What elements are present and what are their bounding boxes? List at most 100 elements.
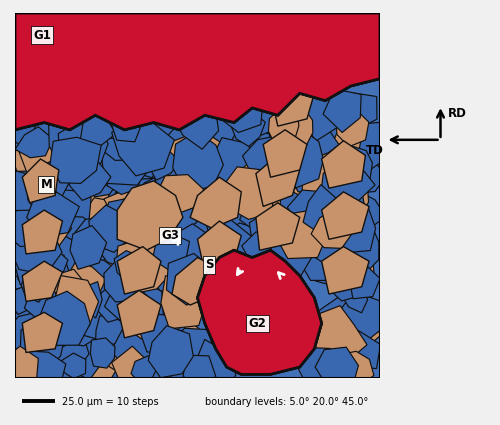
Polygon shape: [130, 228, 173, 270]
Polygon shape: [322, 192, 369, 239]
Polygon shape: [185, 151, 226, 201]
Polygon shape: [52, 105, 98, 150]
Polygon shape: [341, 221, 379, 275]
Polygon shape: [194, 178, 236, 217]
Polygon shape: [38, 339, 64, 366]
Polygon shape: [75, 217, 106, 246]
Polygon shape: [263, 233, 294, 263]
Polygon shape: [22, 312, 62, 352]
Polygon shape: [220, 182, 266, 241]
Polygon shape: [41, 326, 89, 370]
Polygon shape: [152, 235, 190, 272]
Polygon shape: [298, 208, 338, 246]
Polygon shape: [170, 131, 200, 160]
Polygon shape: [154, 121, 191, 161]
Polygon shape: [86, 245, 129, 289]
Polygon shape: [126, 266, 154, 298]
Polygon shape: [288, 115, 339, 170]
Polygon shape: [198, 250, 322, 374]
Polygon shape: [87, 132, 141, 183]
Polygon shape: [18, 351, 66, 388]
Polygon shape: [211, 138, 260, 185]
Polygon shape: [90, 338, 115, 368]
Polygon shape: [89, 205, 132, 252]
Polygon shape: [336, 108, 369, 147]
Polygon shape: [342, 281, 367, 313]
Polygon shape: [0, 171, 47, 215]
Polygon shape: [316, 238, 358, 288]
Polygon shape: [190, 177, 242, 228]
Polygon shape: [38, 304, 64, 332]
Polygon shape: [104, 282, 148, 322]
Polygon shape: [166, 254, 214, 305]
Polygon shape: [269, 112, 318, 163]
Polygon shape: [283, 126, 324, 188]
Polygon shape: [84, 231, 118, 260]
Polygon shape: [299, 146, 334, 181]
Text: G1: G1: [33, 28, 51, 42]
Polygon shape: [242, 232, 272, 263]
Polygon shape: [117, 290, 161, 338]
Polygon shape: [200, 183, 258, 233]
Polygon shape: [8, 97, 66, 161]
Polygon shape: [65, 261, 106, 301]
Polygon shape: [115, 178, 177, 217]
Polygon shape: [8, 285, 37, 314]
Polygon shape: [22, 159, 59, 203]
Polygon shape: [26, 193, 80, 237]
Polygon shape: [304, 127, 350, 171]
Polygon shape: [134, 262, 175, 307]
Polygon shape: [254, 88, 292, 136]
Polygon shape: [303, 184, 352, 235]
Polygon shape: [70, 154, 111, 201]
Polygon shape: [260, 214, 312, 279]
Polygon shape: [112, 108, 140, 142]
Polygon shape: [250, 184, 281, 214]
Polygon shape: [190, 120, 236, 167]
Polygon shape: [84, 159, 117, 197]
Polygon shape: [220, 86, 263, 133]
Polygon shape: [294, 173, 332, 213]
Polygon shape: [54, 269, 86, 304]
Polygon shape: [114, 251, 143, 282]
Polygon shape: [69, 192, 110, 232]
Polygon shape: [96, 121, 146, 160]
Polygon shape: [18, 255, 72, 303]
Polygon shape: [22, 261, 62, 301]
Polygon shape: [311, 210, 352, 248]
Polygon shape: [48, 230, 89, 275]
Polygon shape: [274, 210, 328, 258]
Polygon shape: [195, 111, 240, 150]
Polygon shape: [316, 169, 357, 221]
Polygon shape: [325, 335, 368, 376]
Polygon shape: [8, 228, 62, 275]
Polygon shape: [37, 291, 90, 346]
Polygon shape: [112, 346, 152, 383]
Polygon shape: [12, 140, 46, 171]
Polygon shape: [296, 81, 352, 142]
Polygon shape: [140, 129, 171, 157]
Polygon shape: [120, 235, 152, 265]
Text: RD: RD: [448, 107, 467, 120]
Polygon shape: [162, 136, 207, 182]
Polygon shape: [15, 13, 380, 130]
Polygon shape: [322, 141, 366, 188]
Polygon shape: [308, 306, 367, 361]
Polygon shape: [242, 136, 296, 190]
Polygon shape: [100, 135, 156, 185]
Polygon shape: [166, 328, 217, 382]
Polygon shape: [84, 198, 114, 233]
Polygon shape: [336, 184, 368, 217]
Polygon shape: [62, 353, 86, 379]
Polygon shape: [332, 236, 361, 264]
Polygon shape: [198, 221, 242, 272]
Polygon shape: [139, 314, 179, 353]
Polygon shape: [38, 242, 71, 277]
Polygon shape: [141, 173, 185, 227]
Text: G2: G2: [248, 317, 266, 330]
Polygon shape: [178, 240, 220, 283]
Polygon shape: [70, 226, 106, 269]
Polygon shape: [50, 234, 102, 289]
Polygon shape: [0, 346, 38, 381]
Polygon shape: [96, 108, 129, 139]
